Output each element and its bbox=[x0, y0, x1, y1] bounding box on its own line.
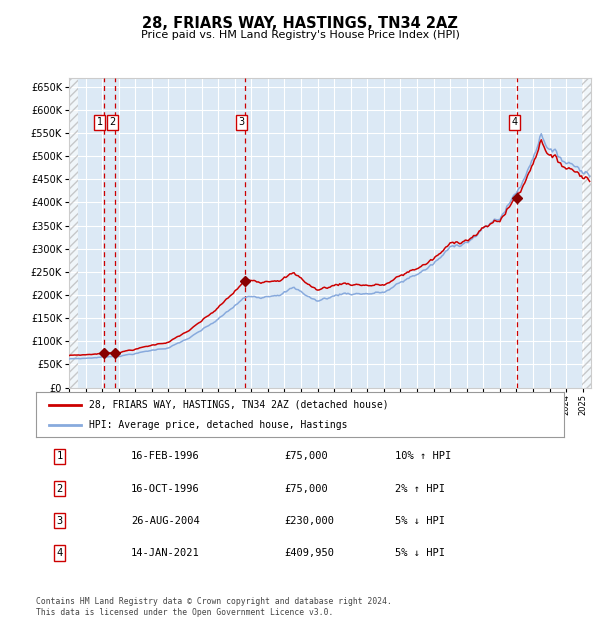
Text: 4: 4 bbox=[56, 548, 63, 558]
Text: 1: 1 bbox=[56, 451, 63, 461]
Text: 2: 2 bbox=[109, 117, 116, 128]
Text: HPI: Average price, detached house, Hastings: HPI: Average price, detached house, Hast… bbox=[89, 420, 347, 430]
Text: Price paid vs. HM Land Registry's House Price Index (HPI): Price paid vs. HM Land Registry's House … bbox=[140, 30, 460, 40]
Text: 3: 3 bbox=[239, 117, 245, 128]
Text: 1: 1 bbox=[97, 117, 103, 128]
Text: 14-JAN-2021: 14-JAN-2021 bbox=[131, 548, 200, 558]
Text: 16-OCT-1996: 16-OCT-1996 bbox=[131, 484, 200, 494]
Text: 3: 3 bbox=[56, 516, 63, 526]
Text: 16-FEB-1996: 16-FEB-1996 bbox=[131, 451, 200, 461]
Text: 10% ↑ HPI: 10% ↑ HPI bbox=[395, 451, 451, 461]
Text: £75,000: £75,000 bbox=[284, 484, 328, 494]
Text: 2% ↑ HPI: 2% ↑ HPI bbox=[395, 484, 445, 494]
Text: 5% ↓ HPI: 5% ↓ HPI bbox=[395, 516, 445, 526]
Text: £230,000: £230,000 bbox=[284, 516, 334, 526]
Text: 26-AUG-2004: 26-AUG-2004 bbox=[131, 516, 200, 526]
Text: £75,000: £75,000 bbox=[284, 451, 328, 461]
Text: 28, FRIARS WAY, HASTINGS, TN34 2AZ (detached house): 28, FRIARS WAY, HASTINGS, TN34 2AZ (deta… bbox=[89, 399, 388, 410]
Text: Contains HM Land Registry data © Crown copyright and database right 2024.
This d: Contains HM Land Registry data © Crown c… bbox=[36, 598, 392, 617]
Text: 28, FRIARS WAY, HASTINGS, TN34 2AZ: 28, FRIARS WAY, HASTINGS, TN34 2AZ bbox=[142, 16, 458, 30]
Text: 4: 4 bbox=[511, 117, 518, 128]
Text: £409,950: £409,950 bbox=[284, 548, 334, 558]
Text: 2: 2 bbox=[56, 484, 63, 494]
Text: 5% ↓ HPI: 5% ↓ HPI bbox=[395, 548, 445, 558]
